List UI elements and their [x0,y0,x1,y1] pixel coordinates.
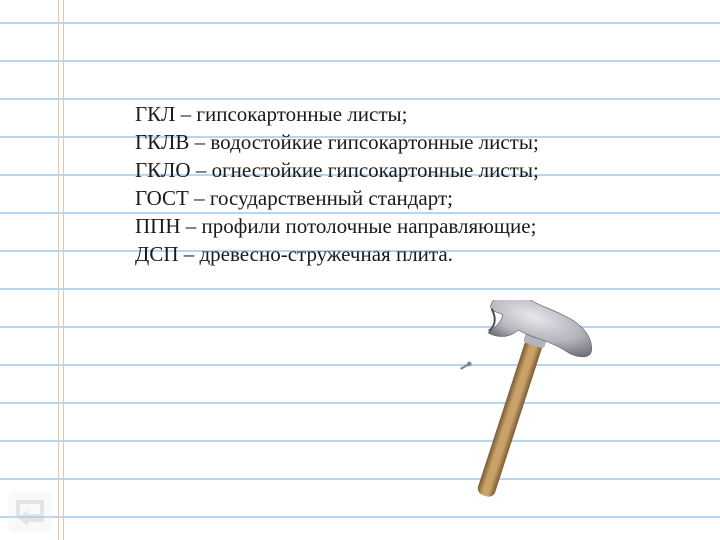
definition-line: ГКЛ – гипсокартонные листы; [135,100,695,128]
definition-line: ГКЛВ – водостойкие гипсокартонные листы; [135,128,695,156]
dash: – [194,186,205,210]
dash: – [186,214,197,238]
hammer-svg [430,300,630,510]
definition-text: государственный стандарт; [210,186,453,210]
ruled-line [0,22,720,24]
notebook-page: ГКЛ – гипсокартонные листы;ГКЛВ – водост… [0,0,720,540]
definition-line: ППН – профили потолочные направляющие; [135,212,695,240]
definition-text: профили потолочные направляющие; [202,214,537,238]
ruled-line [0,288,720,290]
definition-text: огнестойкие гипсокартонные листы; [212,158,539,182]
margin-line-left [58,0,59,540]
definition-text: водостойкие гипсокартонные листы; [210,130,538,154]
nail-icon [459,361,472,371]
abbr: ГОСТ [135,186,189,210]
abbr: ГКЛО [135,158,191,182]
margin-line-right [63,0,64,540]
definition-line: ДСП – древесно-стружечная плита. [135,240,695,268]
return-arrow-icon [14,498,46,526]
ruled-line [0,516,720,518]
definition-text: гипсокартонные листы; [196,102,407,126]
dash: – [195,130,206,154]
abbr: ГКЛ [135,102,175,126]
definition-line: ГОСТ – государственный стандарт; [135,184,695,212]
abbr: ДСП [135,242,179,266]
ruled-line [0,60,720,62]
definition-line: ГКЛО – огнестойкие гипсокартонные листы; [135,156,695,184]
dash: – [181,102,192,126]
hammer-handle [476,333,545,498]
dash: – [184,242,195,266]
hammer-head [482,300,601,365]
hammer-illustration [430,300,630,510]
abbr: ППН [135,214,181,238]
abbr: ГКЛВ [135,130,189,154]
definition-text: древесно-стружечная плита. [200,242,453,266]
back-button[interactable] [8,492,52,532]
definitions-block: ГКЛ – гипсокартонные листы;ГКЛВ – водост… [135,100,695,268]
dash: – [196,158,207,182]
